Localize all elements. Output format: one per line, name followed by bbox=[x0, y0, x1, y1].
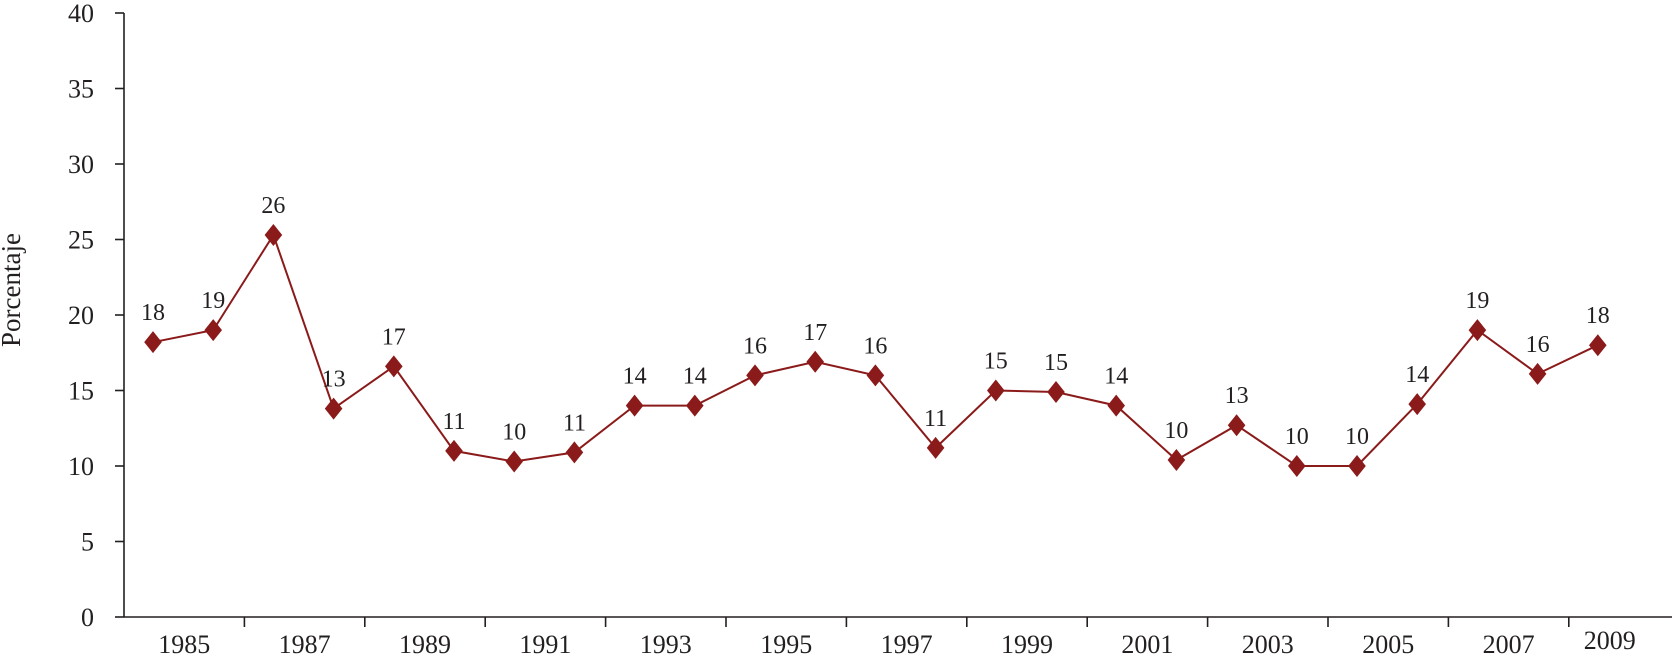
y-axis: 0 5 10 15 20 25 30 35 40 bbox=[68, 0, 125, 632]
data-label: 13 bbox=[1225, 383, 1249, 409]
x-tick-label: 1985 bbox=[158, 630, 210, 659]
x-tick-label: 1993 bbox=[640, 630, 692, 659]
data-label: 10 bbox=[1164, 418, 1188, 444]
data-label: 19 bbox=[201, 288, 225, 314]
y-tick-label: 10 bbox=[68, 452, 94, 481]
x-tick-label: 2003 bbox=[1242, 630, 1294, 659]
data-point-marker bbox=[1167, 448, 1186, 471]
data-point-marker bbox=[1408, 393, 1426, 416]
data-point-marker bbox=[144, 331, 162, 354]
data-label: 14 bbox=[683, 364, 707, 390]
data-point-marker bbox=[1288, 455, 1306, 477]
data-label: 16 bbox=[743, 333, 767, 359]
data-point-marker bbox=[1468, 319, 1487, 342]
data-label: 16 bbox=[1526, 332, 1550, 358]
x-tick-label: 1989 bbox=[399, 630, 451, 659]
data-label: 10 bbox=[1345, 424, 1369, 450]
x-tick-label: 2009 bbox=[1584, 626, 1636, 655]
data-point-marker bbox=[204, 319, 222, 342]
y-tick-label: 20 bbox=[68, 301, 94, 330]
data-label: 18 bbox=[141, 300, 165, 326]
data-point-marker bbox=[1348, 455, 1366, 477]
data-point-marker bbox=[324, 397, 343, 420]
x-tick-label: 2005 bbox=[1362, 630, 1414, 659]
data-point-marker bbox=[625, 394, 644, 417]
x-tick-label: 1991 bbox=[519, 630, 571, 659]
x-tick-label: 1999 bbox=[1001, 630, 1053, 659]
y-tick-label: 35 bbox=[68, 75, 94, 104]
data-point-marker bbox=[926, 436, 945, 459]
y-tick-label: 40 bbox=[68, 0, 94, 28]
data-point-marker bbox=[1528, 362, 1547, 385]
data-label: 11 bbox=[563, 410, 586, 436]
data-point-marker bbox=[1589, 334, 1607, 357]
x-tick-label: 2001 bbox=[1121, 630, 1173, 659]
y-tick-label: 15 bbox=[68, 377, 94, 406]
x-axis: 1985 1987 1989 1991 1993 1995 1997 1999 2001 2003… bbox=[124, 616, 1672, 659]
data-label: 26 bbox=[261, 193, 285, 219]
data-label: 10 bbox=[1285, 424, 1309, 450]
data-point-marker bbox=[987, 379, 1005, 402]
y-tick-label: 25 bbox=[68, 226, 94, 255]
x-tick-label: 1997 bbox=[881, 630, 933, 659]
data-label: 14 bbox=[1104, 364, 1128, 390]
data-label: 17 bbox=[382, 324, 406, 350]
data-label: 11 bbox=[924, 406, 947, 432]
data-label: 18 bbox=[1586, 303, 1610, 329]
y-tick-label: 0 bbox=[81, 603, 94, 632]
x-tick-label: 1987 bbox=[279, 630, 331, 659]
data-label: 13 bbox=[322, 367, 346, 393]
series-line-group: 18 19 26 13 17 11 10 11 14 14 16 17 16 11 15 15 14 10 13 10… bbox=[141, 193, 1610, 477]
data-label: 15 bbox=[1044, 350, 1068, 376]
data-point-marker bbox=[1227, 414, 1246, 437]
data-label: 16 bbox=[863, 333, 887, 359]
data-point-marker bbox=[264, 223, 283, 246]
data-point-marker bbox=[806, 350, 824, 373]
y-tick-label: 30 bbox=[68, 150, 94, 179]
data-label: 14 bbox=[623, 364, 647, 390]
data-label: 15 bbox=[984, 349, 1008, 375]
x-tick-label: 2007 bbox=[1483, 630, 1535, 659]
data-point-marker bbox=[505, 450, 523, 473]
data-point-marker bbox=[565, 441, 584, 464]
data-point-marker bbox=[1047, 381, 1065, 404]
data-point-marker bbox=[1107, 394, 1125, 417]
data-label: 19 bbox=[1465, 288, 1489, 314]
data-label: 10 bbox=[502, 419, 526, 445]
data-label: 14 bbox=[1405, 362, 1429, 388]
data-point-marker bbox=[385, 355, 403, 378]
data-point-marker bbox=[445, 439, 463, 462]
data-label: 11 bbox=[442, 409, 465, 435]
y-axis-label: Porcentaje bbox=[0, 233, 26, 347]
data-point-marker bbox=[746, 364, 764, 387]
data-label: 17 bbox=[803, 320, 827, 346]
data-point-marker bbox=[866, 364, 885, 387]
x-tick-label: 1995 bbox=[760, 630, 812, 659]
data-point-marker bbox=[686, 394, 704, 417]
y-tick-label: 5 bbox=[81, 528, 94, 557]
